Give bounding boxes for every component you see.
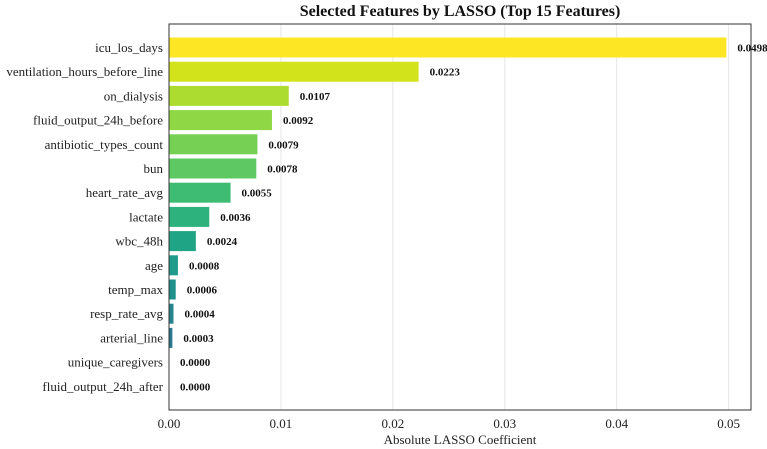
bar-resp-rate-avg [169,303,174,324]
value-label: 0.0003 [183,333,214,345]
value-label: 0.0024 [207,236,238,248]
bar-temp-max [169,279,176,300]
bar-arterial-line [169,327,173,348]
category-label: ventilation_hours_before_line [6,64,163,79]
category-label: on_dialysis [104,88,163,103]
value-label: 0.0000 [180,357,211,369]
value-label: 0.0004 [184,309,215,321]
bar-ventilation-hours-before-line [169,61,419,82]
x-tick-label: 0.03 [493,416,516,431]
x-tick-label: 0.00 [158,416,181,431]
value-label: 0.0000 [180,381,211,393]
category-label: age [145,258,163,273]
category-label: antibiotic_types_count [45,137,164,152]
plot-frame [168,23,752,411]
category-label: bun [144,161,164,176]
category-label: icu_los_days [95,40,163,55]
bar-wbc-48h [169,231,196,252]
x-axis-label: Absolute LASSO Coefficient [384,432,537,447]
bar-on-dialysis [169,85,289,106]
value-labels: 0.0498 0.0223 0.0107 0.0092 0.0079 0.0078 0.00… [180,43,767,394]
value-label: 0.0223 [430,67,461,79]
category-labels: icu_los_days ventilation_hours_before_lin… [6,40,163,394]
value-label: 0.0078 [267,164,298,176]
value-label: 0.0036 [220,212,251,224]
value-label: 0.0055 [242,188,273,200]
category-label: heart_rate_avg [86,185,164,200]
chart-title: Selected Features by LASSO (Top 15 Featu… [300,3,621,20]
bar-age [169,255,178,276]
value-label: 0.0006 [187,285,218,297]
x-tick-label: 0.02 [381,416,404,431]
category-label: fluid_output_24h_before [33,113,163,128]
x-tick-label: 0.04 [605,416,628,431]
bar-lactate [169,206,210,227]
x-tick-label: 0.01 [270,416,293,431]
value-label: 0.0092 [283,115,314,127]
value-label: 0.0498 [737,43,767,55]
bar-heart-rate-avg [169,182,231,203]
bar-antibiotic-types-count [169,134,258,155]
category-label: lactate [129,209,163,224]
category-label: arterial_line [100,330,163,345]
value-label: 0.0008 [189,260,220,272]
category-label: fluid_output_24h_after [42,379,163,394]
category-label: wbc_48h [115,234,163,249]
bar-fluid-output-24h-before [169,110,272,131]
bars [169,37,727,348]
x-axis-ticks: 0.00 0.01 0.02 0.03 0.04 0.05 [158,416,740,431]
category-label: resp_rate_avg [90,306,163,321]
value-label: 0.0079 [268,139,299,151]
bar-bun [169,158,257,179]
bar-icu-los-days [169,37,727,58]
x-tick-label: 0.05 [717,416,740,431]
value-label: 0.0107 [300,91,331,103]
category-label: temp_max [108,282,163,297]
category-label: unique_caregivers [68,355,163,370]
gridlines [168,24,730,410]
